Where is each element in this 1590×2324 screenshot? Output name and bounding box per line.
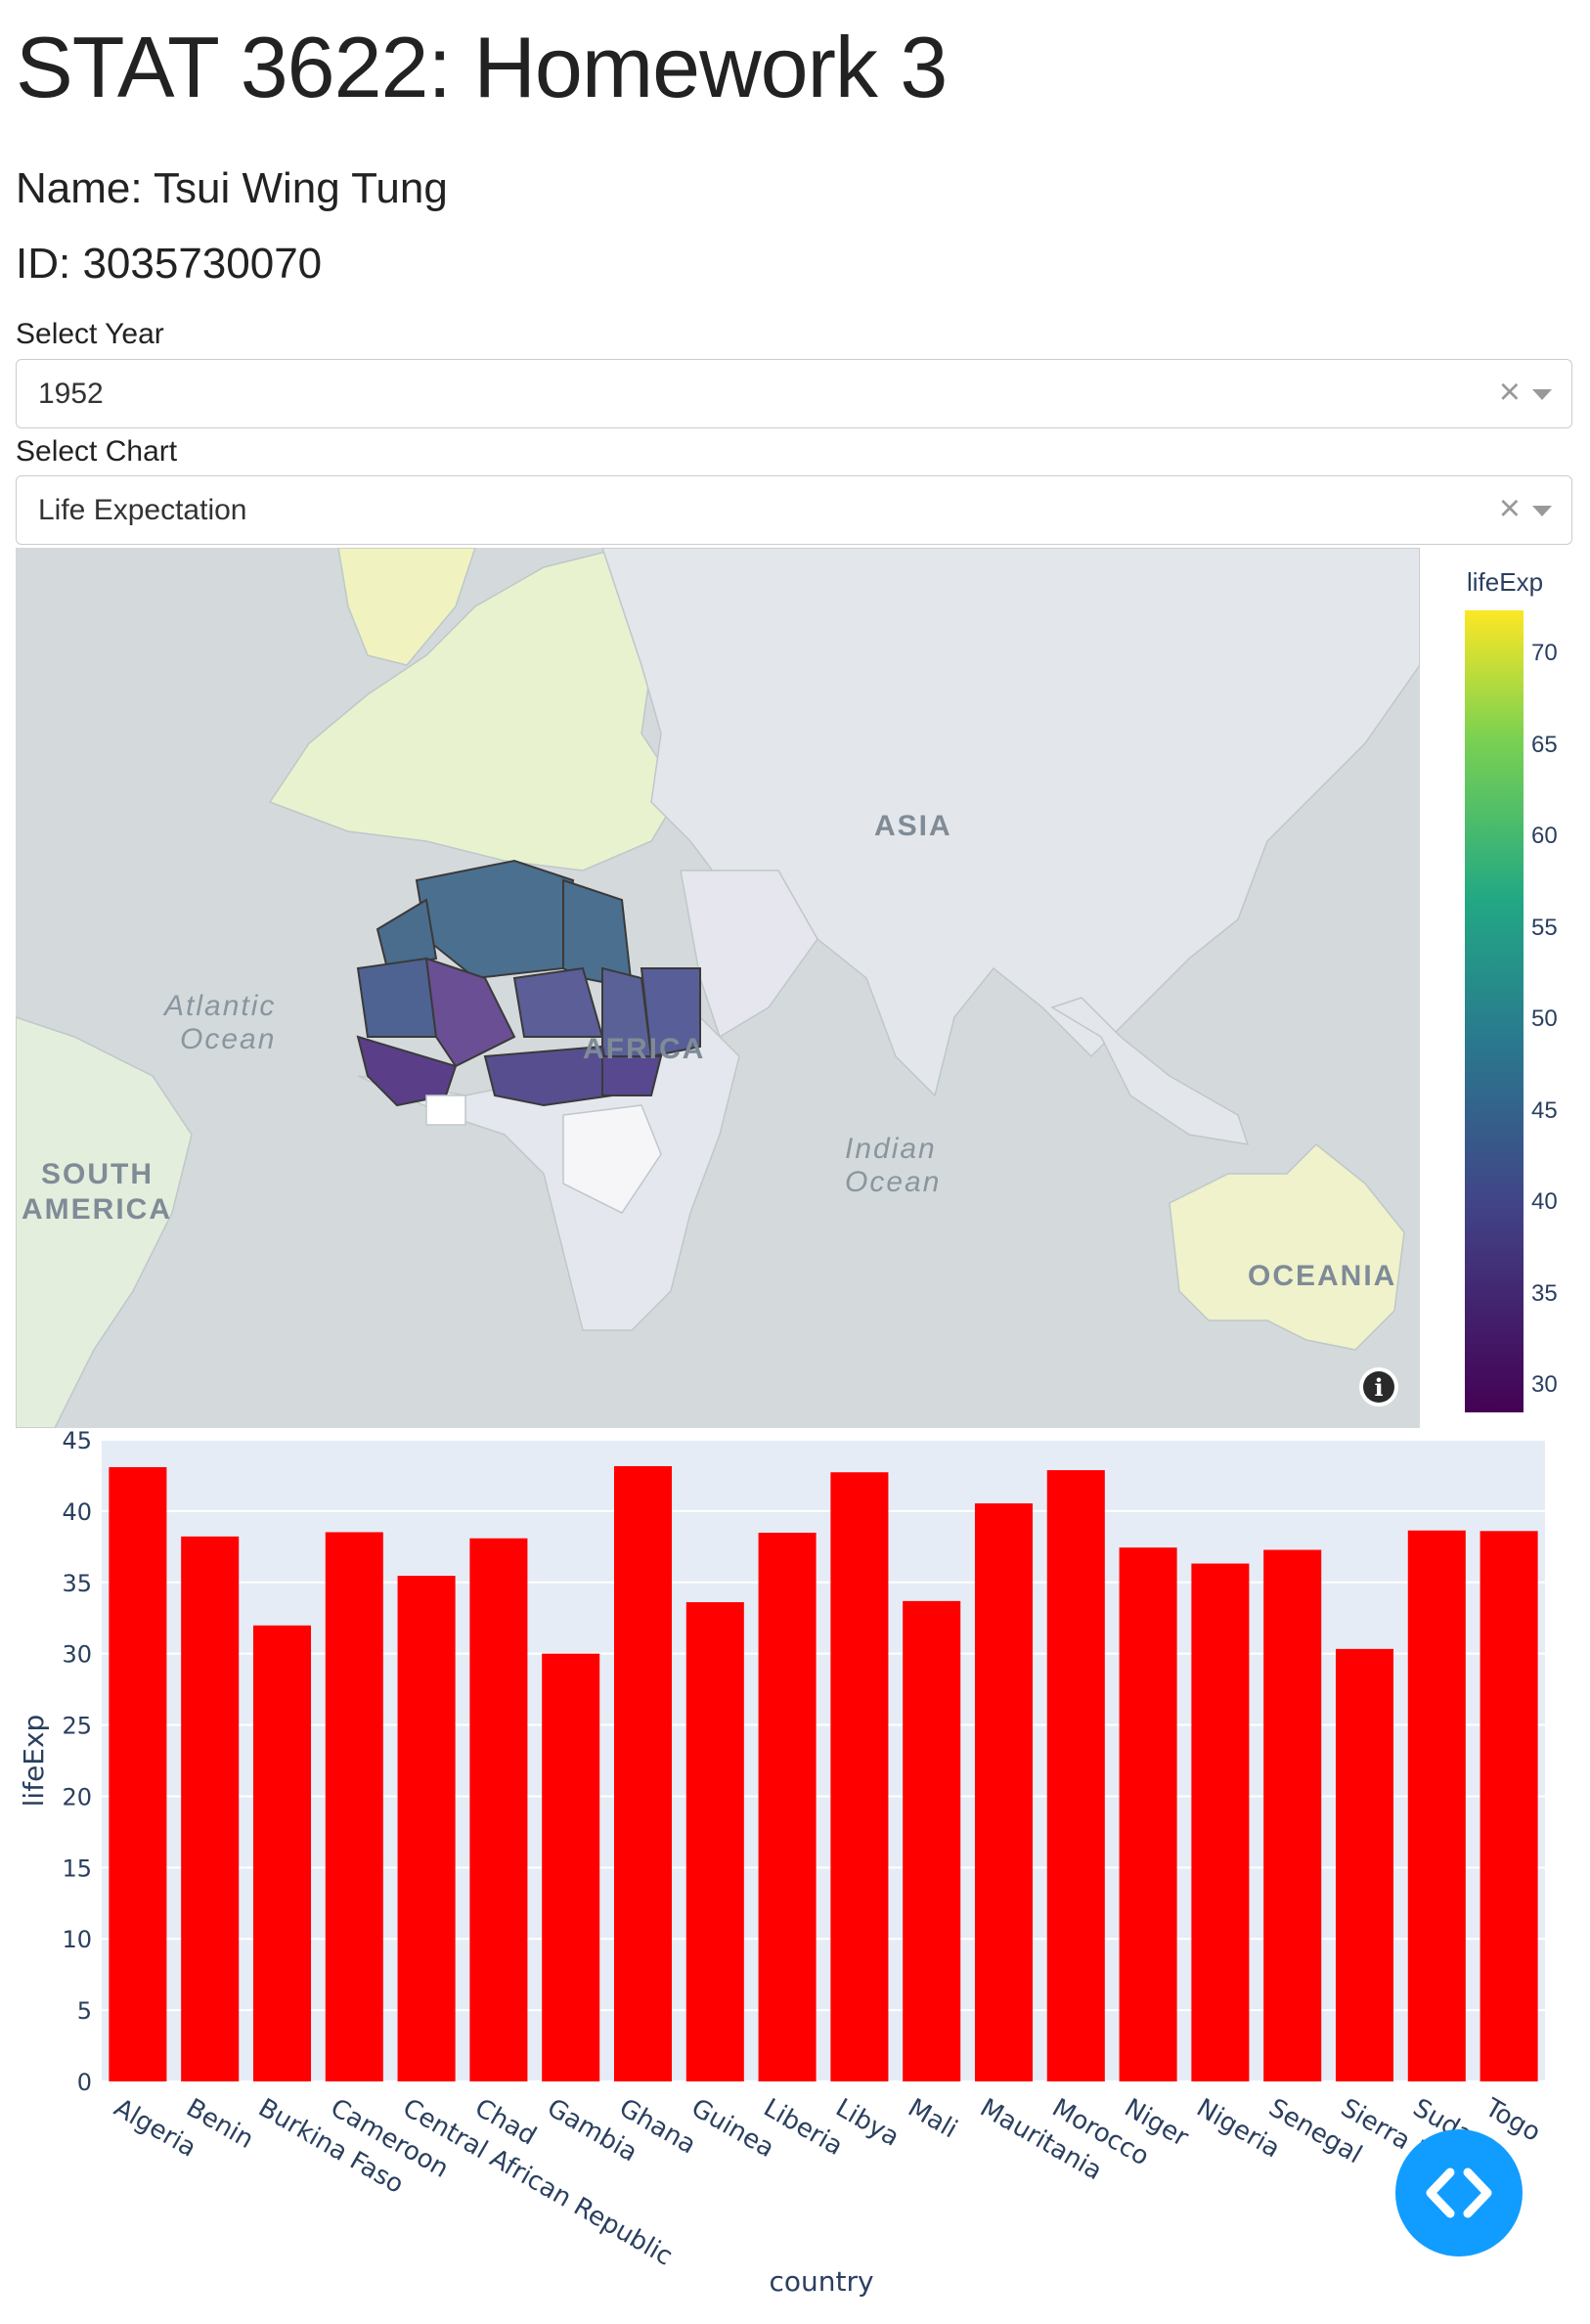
student-id: ID: 3035730070	[16, 240, 323, 288]
x-tick-label: Algeria	[109, 2093, 200, 2164]
y-tick-label: 40	[62, 1498, 92, 1526]
region-sudan[interactable]	[640, 967, 701, 1058]
bar[interactable]	[1263, 1549, 1322, 2081]
region-central-african[interactable]	[601, 1055, 663, 1096]
choropleth-map[interactable]: ASIA Atlantic Ocean AFRICA SOUTH AMERICA…	[16, 548, 1420, 1428]
colorbar	[1465, 610, 1524, 1412]
select-year-label: Select Year	[16, 318, 164, 350]
land-scandinavia	[337, 548, 476, 666]
y-tick-label: 45	[62, 1430, 92, 1454]
bar[interactable]	[1480, 1531, 1538, 2081]
bar[interactable]	[1119, 1547, 1177, 2081]
map-label-atlantic-1: Atlantic	[162, 990, 276, 1022]
region-algeria[interactable]	[415, 859, 575, 980]
year-chevron-down-icon[interactable]	[1532, 389, 1552, 400]
bar[interactable]	[685, 1602, 744, 2081]
map-label-south-america-1: SOUTH	[41, 1158, 154, 1190]
x-axis-title: country	[769, 2265, 873, 2298]
map-label-indian-2: Ocean	[845, 1166, 941, 1198]
y-tick-label: 0	[77, 2069, 92, 2096]
map-label-africa: AFRICA	[583, 1033, 705, 1065]
colorbar-tick: 50	[1531, 1006, 1558, 1032]
bar[interactable]	[542, 1653, 600, 2081]
bar[interactable]	[397, 1576, 456, 2081]
bar[interactable]	[758, 1533, 817, 2081]
x-tick-label: Mali	[903, 2093, 962, 2144]
map-label-asia: ASIA	[874, 810, 952, 842]
land-asia	[601, 548, 1420, 1097]
region-nigeria-cameroon[interactable]	[483, 1045, 614, 1107]
select-chart-label: Select Chart	[16, 435, 178, 468]
bar[interactable]	[469, 1538, 528, 2081]
bar[interactable]	[1191, 1563, 1250, 2081]
region-ivory-coast	[425, 1095, 466, 1126]
code-brackets-icon	[1426, 2168, 1492, 2218]
region-west-coast[interactable]	[356, 1035, 458, 1107]
bar[interactable]	[325, 1532, 383, 2081]
plot-area	[102, 1440, 1545, 2081]
land-southeast-asia	[1050, 997, 1250, 1145]
colorbar-tick: 60	[1531, 823, 1558, 849]
y-tick-label: 10	[62, 1926, 92, 1953]
y-tick-label: 25	[62, 1713, 92, 1740]
map-info-icon[interactable]: i	[1359, 1367, 1398, 1407]
chart-dropdown[interactable]: Life Expectation ×	[16, 475, 1572, 545]
page-title: STAT 3622: Homework 3	[16, 19, 948, 115]
y-tick-label: 35	[62, 1570, 92, 1597]
region-morocco[interactable]	[375, 898, 438, 970]
region-mauritania[interactable]	[356, 957, 438, 1038]
y-tick-label: 15	[62, 1855, 92, 1882]
bar[interactable]	[1335, 1648, 1394, 2081]
map-label-indian-1: Indian	[845, 1133, 937, 1165]
year-clear-icon[interactable]: ×	[1498, 372, 1521, 413]
year-dropdown-value: 1952	[38, 378, 104, 410]
bar[interactable]	[613, 1465, 673, 2081]
bar[interactable]	[830, 1472, 889, 2081]
bar[interactable]	[974, 1503, 1034, 2081]
map-canvas: ASIA Atlantic Ocean AFRICA SOUTH AMERICA…	[16, 548, 1420, 1428]
year-dropdown[interactable]: 1952 ×	[16, 359, 1572, 428]
colorbar-tick: 45	[1531, 1097, 1558, 1124]
chart-dropdown-value: Life Expectation	[38, 494, 247, 526]
map-label-atlantic-2: Ocean	[180, 1023, 276, 1055]
bar[interactable]	[181, 1536, 240, 2081]
region-congo	[562, 1104, 662, 1214]
y-tick-label: 5	[77, 1997, 92, 2025]
colorbar-tick: 65	[1531, 732, 1558, 758]
bar[interactable]	[252, 1625, 312, 2081]
y-tick-label: 30	[62, 1641, 92, 1669]
y-axis-title: lifeExp	[18, 1715, 50, 1808]
land-australia	[1169, 1142, 1405, 1351]
bar[interactable]	[109, 1466, 167, 2081]
bar[interactable]	[1407, 1530, 1466, 2081]
chart-clear-icon[interactable]: ×	[1498, 488, 1521, 529]
x-tick-label: Guinea	[686, 2093, 779, 2164]
colorbar-tick: 40	[1531, 1188, 1558, 1215]
colorbar-tick: 30	[1531, 1371, 1558, 1398]
land-south-america	[16, 1016, 193, 1428]
x-tick-label: Nigeria	[1191, 2093, 1285, 2164]
bar[interactable]	[1046, 1470, 1105, 2081]
x-tick-label: Liberia	[759, 2093, 848, 2162]
bar[interactable]	[903, 1600, 961, 2081]
y-tick-label: 20	[62, 1783, 92, 1810]
colorbar-title: lifeExp	[1467, 567, 1544, 597]
colorbar-tick: 55	[1531, 915, 1558, 941]
colorbar-tick: 35	[1531, 1280, 1558, 1307]
map-label-oceania: OCEANIA	[1248, 1260, 1396, 1292]
map-label-south-america-2: AMERICA	[22, 1193, 172, 1226]
dash-debug-button[interactable]	[1395, 2129, 1523, 2257]
region-mali[interactable]	[424, 957, 516, 1068]
student-name: Name: Tsui Wing Tung	[16, 164, 448, 212]
chart-chevron-down-icon[interactable]	[1532, 506, 1552, 516]
colorbar-tick: 70	[1531, 640, 1558, 666]
